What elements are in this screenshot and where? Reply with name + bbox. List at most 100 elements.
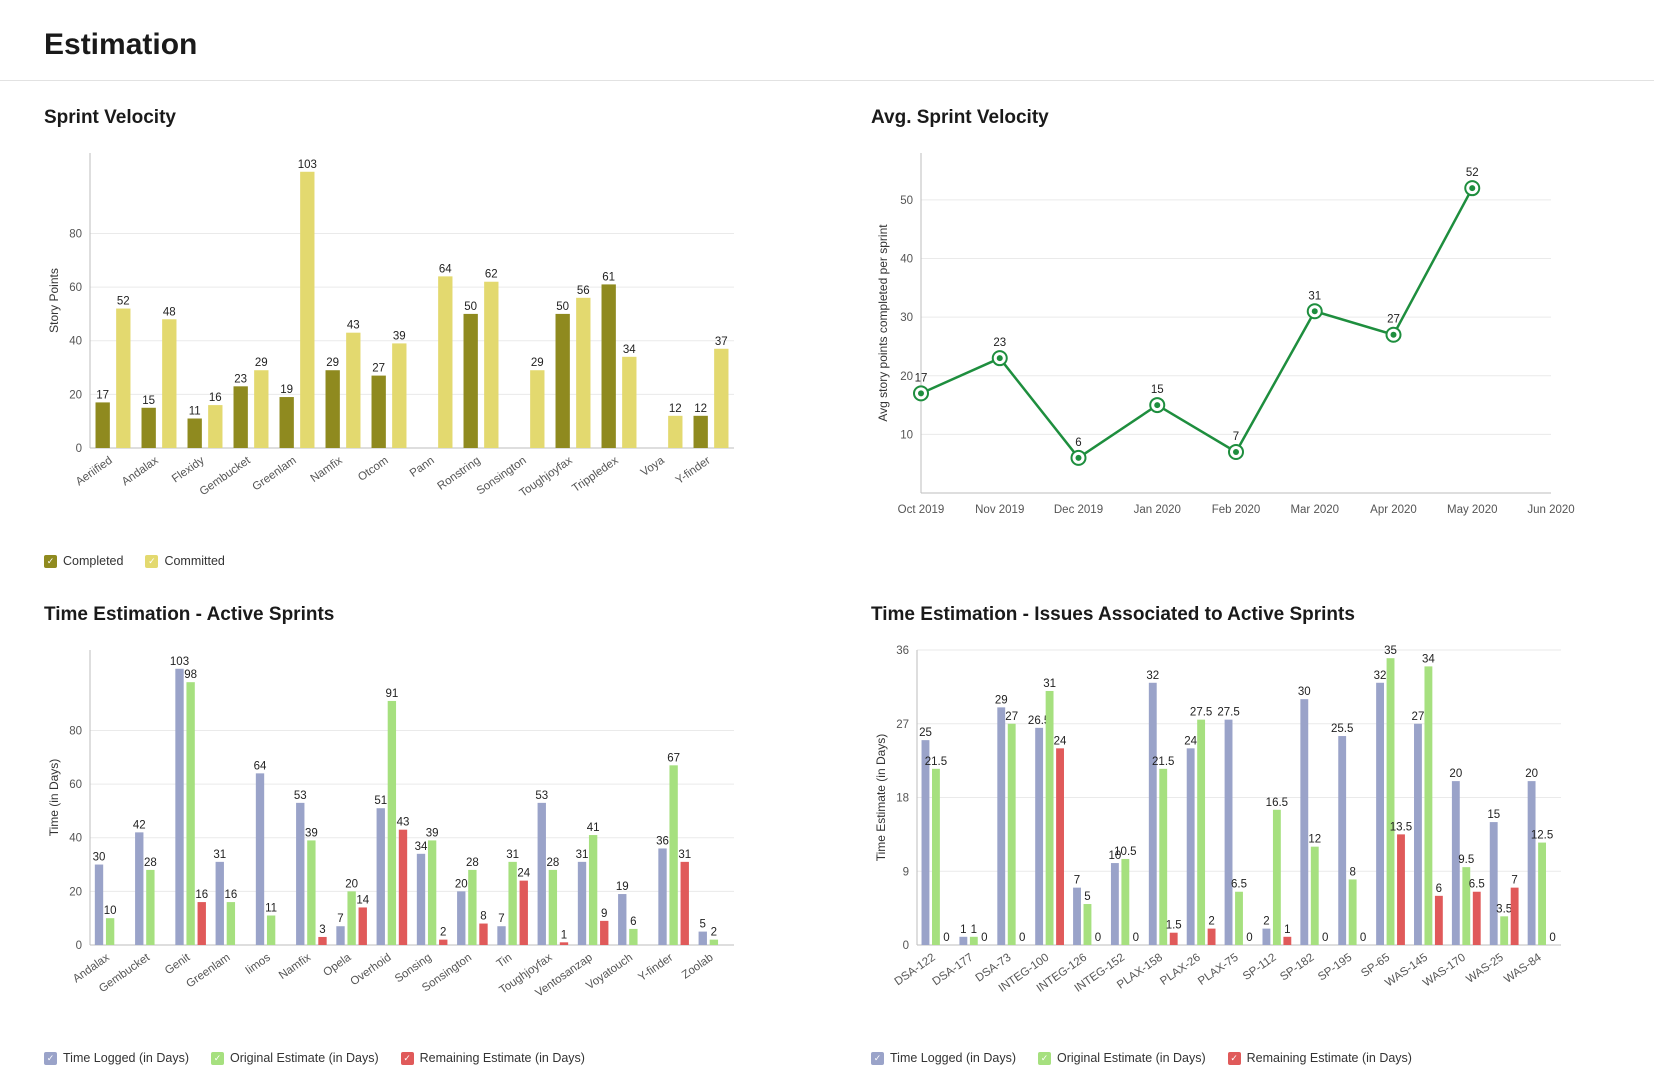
bar-segment[interactable] <box>484 282 498 448</box>
bar-segment[interactable] <box>347 891 355 945</box>
bar-segment[interactable] <box>959 937 967 945</box>
bar-segment[interactable] <box>668 416 682 448</box>
bar-segment[interactable] <box>468 870 476 945</box>
bar-segment[interactable] <box>618 894 626 945</box>
bar-segment[interactable] <box>135 832 143 945</box>
legend-item-time-logged-2[interactable]: ✓ Time Logged (in Days) <box>871 1051 1016 1065</box>
bar-segment[interactable] <box>1149 683 1157 945</box>
bar-segment[interactable] <box>694 416 708 448</box>
bar-segment[interactable] <box>372 376 386 448</box>
bar-segment[interactable] <box>1538 843 1546 945</box>
bar-segment[interactable] <box>714 349 728 448</box>
bar-segment[interactable] <box>560 942 568 945</box>
bar-segment[interactable] <box>388 701 396 945</box>
bar-segment[interactable] <box>922 740 930 945</box>
bar-segment[interactable] <box>1208 929 1216 945</box>
bar-segment[interactable] <box>267 916 275 946</box>
bar-segment[interactable] <box>669 765 677 945</box>
bar-segment[interactable] <box>326 370 340 448</box>
bar-segment[interactable] <box>336 926 344 945</box>
bar-segment[interactable] <box>520 881 528 945</box>
bar-segment[interactable] <box>997 707 1005 945</box>
bar-segment[interactable] <box>359 907 367 945</box>
bar-segment[interactable] <box>622 357 636 448</box>
bar-segment[interactable] <box>1073 888 1081 945</box>
bar-segment[interactable] <box>556 314 570 448</box>
bar-segment[interactable] <box>1273 810 1281 945</box>
bar-segment[interactable] <box>1187 748 1195 945</box>
bar-segment[interactable] <box>1387 658 1395 945</box>
bar-segment[interactable] <box>1008 724 1016 945</box>
bar-segment[interactable] <box>1046 691 1054 945</box>
bar-segment[interactable] <box>227 902 235 945</box>
bar-segment[interactable] <box>1397 834 1405 945</box>
bar-segment[interactable] <box>256 773 264 945</box>
bar-segment[interactable] <box>1311 847 1319 945</box>
bar-segment[interactable] <box>142 408 156 448</box>
bar-segment[interactable] <box>464 314 478 448</box>
bar-segment[interactable] <box>497 926 505 945</box>
bar-segment[interactable] <box>681 862 689 945</box>
bar-segment[interactable] <box>280 397 294 448</box>
bar-segment[interactable] <box>417 854 425 945</box>
bar-segment[interactable] <box>1511 888 1519 945</box>
legend-item-original-estimate-1[interactable]: ✓ Original Estimate (in Days) <box>211 1051 379 1065</box>
bar-segment[interactable] <box>600 921 608 945</box>
bar-segment[interactable] <box>549 870 557 945</box>
bar-segment[interactable] <box>1056 748 1064 945</box>
bar-segment[interactable] <box>530 370 544 448</box>
bar-segment[interactable] <box>188 419 202 449</box>
bar-segment[interactable] <box>438 276 452 448</box>
bar-segment[interactable] <box>1338 736 1346 945</box>
bar-segment[interactable] <box>162 319 176 448</box>
bar-segment[interactable] <box>346 333 360 448</box>
bar-segment[interactable] <box>589 835 597 945</box>
bar-segment[interactable] <box>296 803 304 945</box>
legend-item-committed[interactable]: ✓ Committed <box>145 554 224 568</box>
bar-segment[interactable] <box>479 924 487 945</box>
bar-segment[interactable] <box>1435 896 1443 945</box>
bar-segment[interactable] <box>1121 859 1129 945</box>
bar-segment[interactable] <box>254 370 268 448</box>
bar-segment[interactable] <box>1349 879 1357 945</box>
bar-segment[interactable] <box>1424 666 1432 945</box>
bar-segment[interactable] <box>1262 929 1270 945</box>
bar-segment[interactable] <box>392 343 406 448</box>
bar-segment[interactable] <box>508 862 516 945</box>
bar-segment[interactable] <box>95 865 103 945</box>
bar-segment[interactable] <box>399 830 407 945</box>
bar-segment[interactable] <box>96 402 110 448</box>
bar-segment[interactable] <box>208 405 222 448</box>
bar-segment[interactable] <box>699 932 707 945</box>
bar-segment[interactable] <box>1170 933 1178 945</box>
bar-segment[interactable] <box>198 902 206 945</box>
bar-segment[interactable] <box>1159 769 1167 945</box>
bar-segment[interactable] <box>318 937 326 945</box>
bar-segment[interactable] <box>1300 699 1308 945</box>
bar-segment[interactable] <box>175 669 183 945</box>
bar-segment[interactable] <box>300 172 314 448</box>
bar-segment[interactable] <box>629 929 637 945</box>
bar-segment[interactable] <box>1473 892 1481 945</box>
legend-item-completed[interactable]: ✓ Completed <box>44 554 123 568</box>
bar-segment[interactable] <box>1225 720 1233 945</box>
legend-item-time-logged-1[interactable]: ✓ Time Logged (in Days) <box>44 1051 189 1065</box>
bar-segment[interactable] <box>439 940 447 945</box>
bar-segment[interactable] <box>602 284 616 448</box>
bar-segment[interactable] <box>1490 822 1498 945</box>
bar-segment[interactable] <box>1111 863 1119 945</box>
bar-segment[interactable] <box>932 769 940 945</box>
bar-segment[interactable] <box>538 803 546 945</box>
bar-segment[interactable] <box>1500 916 1508 945</box>
bar-segment[interactable] <box>1283 937 1291 945</box>
bar-segment[interactable] <box>377 808 385 945</box>
bar-segment[interactable] <box>216 862 224 945</box>
bar-segment[interactable] <box>307 840 315 945</box>
bar-segment[interactable] <box>116 309 130 448</box>
bar-segment[interactable] <box>186 682 194 945</box>
bar-segment[interactable] <box>970 937 978 945</box>
bar-segment[interactable] <box>1376 683 1384 945</box>
legend-item-remaining-estimate-2[interactable]: ✓ Remaining Estimate (in Days) <box>1228 1051 1412 1065</box>
bar-segment[interactable] <box>1084 904 1092 945</box>
bar-segment[interactable] <box>234 386 248 448</box>
